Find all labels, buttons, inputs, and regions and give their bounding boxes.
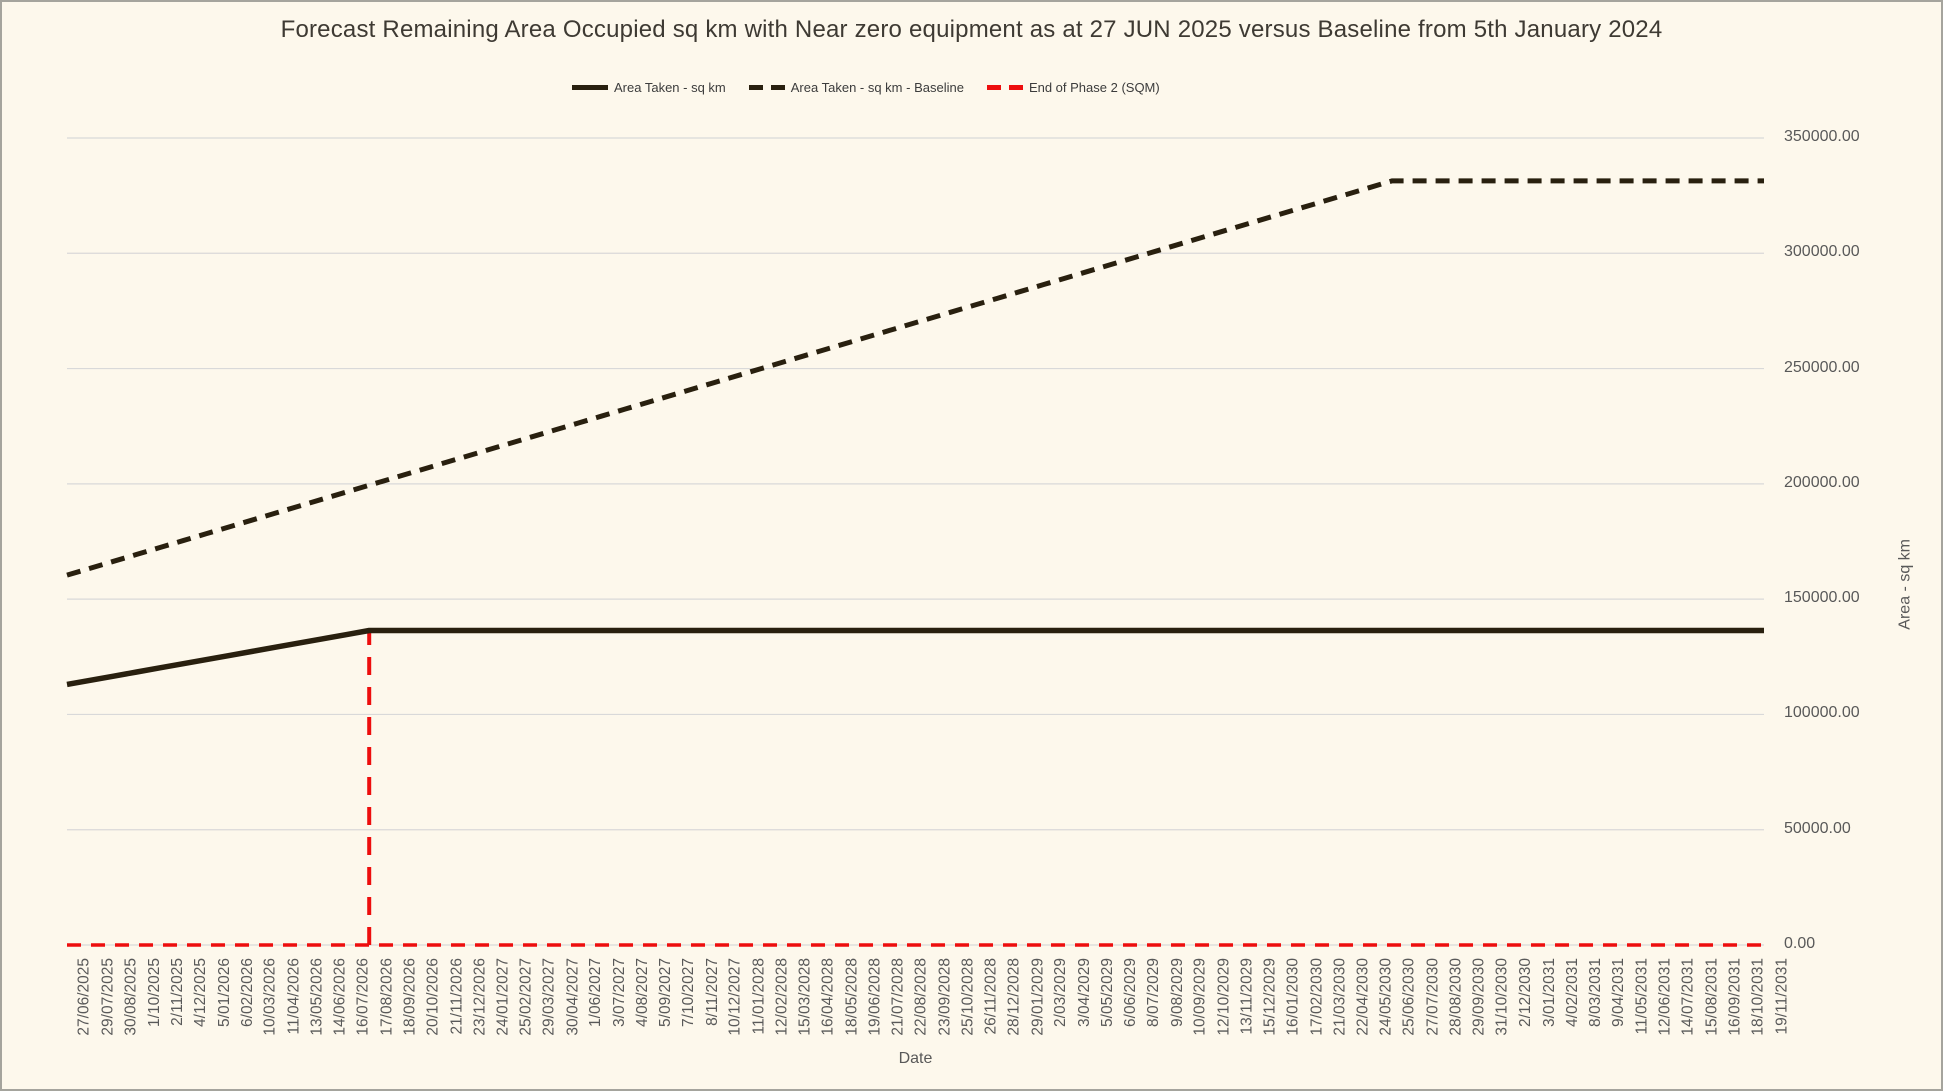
legend-item-area-taken: Area Taken - sq km: [572, 80, 726, 95]
x-tick-label: 22/04/2030: [1354, 958, 1372, 1036]
x-tick-label: 16/07/2026: [354, 958, 372, 1036]
x-tick-label: 24/01/2027: [494, 958, 512, 1036]
x-tick-label: 30/08/2025: [122, 958, 140, 1036]
x-tick-label: 29/07/2025: [99, 958, 117, 1036]
x-tick-label: 12/10/2029: [1215, 958, 1233, 1036]
x-tick-label: 23/12/2026: [471, 958, 489, 1036]
x-tick-label: 10/03/2026: [261, 958, 279, 1036]
series-area-taken-line: [66, 627, 1764, 688]
x-tick-label: 23/09/2028: [936, 958, 954, 1036]
x-tick-label: 10/09/2029: [1191, 958, 1209, 1036]
x-tick-label: 8/11/2027: [703, 958, 721, 1026]
x-axis-title: Date: [898, 1050, 933, 1067]
x-tick-label: 24/05/2030: [1377, 958, 1395, 1036]
x-tick-label: 14/06/2026: [331, 958, 349, 1036]
x-tick-label: 2/03/2029: [1052, 958, 1070, 1027]
x-tick-label: 1/10/2025: [145, 958, 163, 1027]
y-tick-label: 350000.00: [1784, 128, 1860, 145]
x-tick-label: 7/10/2027: [680, 958, 698, 1027]
x-tick-label: 6/06/2029: [1122, 958, 1140, 1027]
x-tick-label: 13/11/2029: [1238, 958, 1256, 1035]
x-tick-label: 1/06/2027: [587, 958, 605, 1027]
x-tick-label: 17/08/2026: [378, 958, 396, 1036]
x-tick-label: 28/12/2028: [1005, 958, 1023, 1036]
x-tick-label: 27/07/2030: [1424, 958, 1442, 1036]
x-tick-label: 4/02/2031: [1563, 958, 1581, 1027]
x-tick-label: 5/09/2027: [657, 958, 675, 1027]
x-tick-label: 29/09/2030: [1470, 958, 1488, 1036]
x-tick-label: 28/08/2030: [1447, 958, 1465, 1036]
x-tick-label: 19/11/2031: [1773, 958, 1790, 1035]
legend-item-baseline: Area Taken - sq km - Baseline: [748, 80, 964, 95]
x-tick-label: 11/05/2031: [1633, 958, 1651, 1035]
x-tick-label: 21/11/2026: [447, 958, 465, 1035]
x-tick-label: 20/10/2026: [424, 958, 442, 1036]
x-tick-label: 25/06/2030: [1401, 958, 1419, 1036]
x-tick-label: 8/03/2031: [1587, 958, 1605, 1027]
x-tick-label: 18/09/2026: [401, 958, 419, 1036]
x-tick-label: 4/08/2027: [633, 958, 651, 1027]
x-tick-label: 21/07/2028: [889, 958, 907, 1036]
x-tick-label: 11/01/2028: [750, 958, 768, 1035]
y-tick-label: 100000.00: [1784, 704, 1860, 722]
x-tick-label: 25/10/2028: [959, 958, 977, 1036]
legend-label-end-of-phase-2: End of Phase 2 (SQM): [1028, 80, 1160, 95]
x-tick-label: 8/07/2029: [1145, 958, 1163, 1027]
y-tick-label: 0.00: [1784, 935, 1816, 952]
y-axis-title: Area - sq km: [1897, 539, 1914, 630]
chart-title: Forecast Remaining Area Occupied sq km w…: [280, 16, 1663, 43]
x-tick-label: 3/04/2029: [1075, 958, 1093, 1027]
x-tick-label: 2/11/2025: [169, 958, 186, 1026]
x-tick-label: 15/03/2028: [796, 958, 814, 1036]
x-tick-label: 3/01/2031: [1540, 958, 1558, 1027]
x-tick-label: 18/10/2031: [1749, 958, 1767, 1036]
x-tick-label: 31/10/2030: [1494, 958, 1512, 1036]
x-tick-label: 10/12/2027: [726, 958, 744, 1036]
red-dashed-line-swatch-icon: [986, 85, 1023, 90]
x-tick-label: 22/08/2028: [912, 958, 930, 1036]
legend-label-area-taken: Area Taken - sq km: [614, 80, 726, 95]
x-tick-label: 16/04/2028: [819, 958, 837, 1036]
y-tick-label: 300000.00: [1784, 243, 1860, 261]
x-tick-label: 14/07/2031: [1680, 958, 1698, 1036]
x-tick-label: 12/06/2031: [1656, 958, 1674, 1036]
y-tick-label: 250000.00: [1784, 358, 1860, 376]
x-tick-label: 2/12/2030: [1517, 958, 1535, 1027]
y-tick-label: 200000.00: [1784, 473, 1860, 491]
x-tick-label: 15/08/2031: [1703, 958, 1721, 1036]
legend-item-end-of-phase-2: End of Phase 2 (SQM): [986, 80, 1160, 95]
x-tick-label: 5/05/2029: [1098, 958, 1116, 1027]
x-tick-label: 11/04/2026: [285, 958, 303, 1035]
x-tick-label: 6/02/2026: [238, 958, 256, 1027]
x-tick-label: 18/05/2028: [843, 958, 861, 1036]
x-tick-label: 12/02/2028: [773, 958, 791, 1036]
x-tick-label: 13/05/2026: [308, 958, 326, 1036]
x-tick-label: 30/04/2027: [564, 958, 582, 1036]
x-tick-label: 26/11/2028: [982, 958, 1000, 1035]
series-baseline-line: [66, 178, 1764, 578]
dashed-line-swatch-icon: [748, 85, 785, 90]
x-tick-label: 21/03/2030: [1331, 958, 1349, 1036]
x-tick-label: 16/01/2030: [1284, 958, 1302, 1036]
x-tick-label: 29/01/2029: [1029, 958, 1047, 1036]
y-tick-label: 150000.00: [1784, 589, 1860, 607]
legend: Area Taken - sq km Area Taken - sq km - …: [572, 80, 1160, 95]
solid-line-swatch-icon: [572, 85, 608, 90]
x-tick-label: 29/03/2027: [540, 958, 558, 1036]
x-tick-label: 3/07/2027: [610, 958, 628, 1027]
x-tick-label: 19/06/2028: [866, 958, 884, 1036]
y-tick-label: 50000.00: [1784, 819, 1851, 837]
x-tick-label: 4/12/2025: [192, 958, 210, 1027]
x-tick-label: 25/02/2027: [517, 958, 535, 1036]
x-tick-label: 5/01/2026: [215, 958, 233, 1027]
x-tick-label: 9/04/2031: [1610, 958, 1628, 1027]
x-tick-label: 9/08/2029: [1168, 958, 1186, 1027]
legend-label-baseline: Area Taken - sq km - Baseline: [790, 80, 964, 95]
x-tick-label: 17/02/2030: [1308, 958, 1326, 1036]
x-tick-label: 15/12/2029: [1261, 958, 1279, 1036]
x-tick-label: 16/09/2031: [1726, 958, 1744, 1036]
x-tick-label: 27/06/2025: [76, 958, 93, 1036]
